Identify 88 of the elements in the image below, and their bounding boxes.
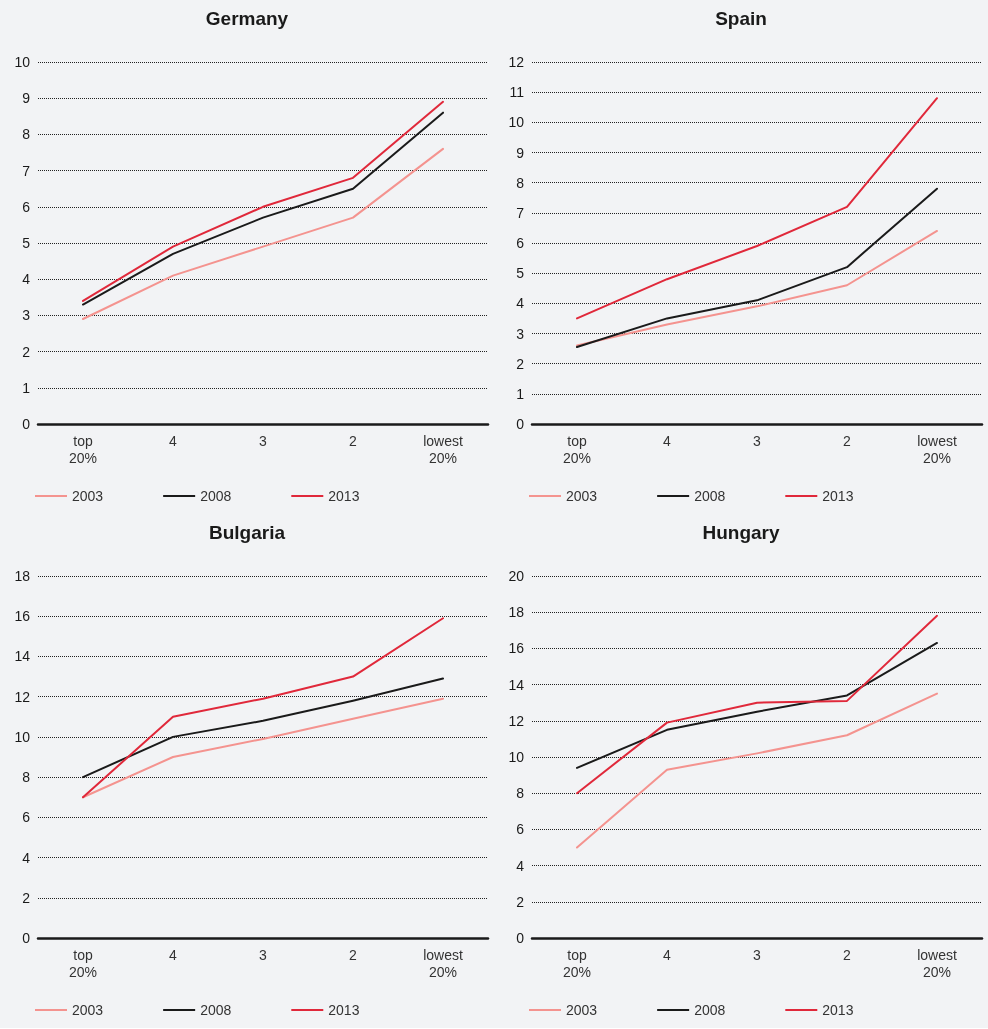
legend-label: 2003 <box>566 1002 598 1018</box>
y-tick-label: 11 <box>509 84 525 101</box>
y-tick-label: 6 <box>22 809 31 826</box>
chart-title: Germany <box>205 8 289 29</box>
x-tick-label: 4 <box>663 432 672 449</box>
legend-label: 2003 <box>566 488 598 504</box>
y-tick-label: 6 <box>516 821 525 838</box>
y-tick-label: 12 <box>14 688 31 705</box>
legend-label: 2008 <box>694 1002 726 1018</box>
y-tick-label: 7 <box>516 204 525 221</box>
y-tick-label: 10 <box>508 114 525 131</box>
y-tick-label: 14 <box>508 676 525 693</box>
chart-title: Hungary <box>702 522 780 543</box>
y-tick-label: 4 <box>22 271 31 288</box>
x-tick-label: lowest 20% <box>917 432 957 466</box>
x-tick-label: 3 <box>259 432 268 449</box>
y-tick-label: 0 <box>22 416 31 432</box>
x-tick-label: top 20% <box>68 432 98 466</box>
x-tick-label: 2 <box>349 946 358 963</box>
line-series <box>576 692 938 849</box>
y-tick-label: 4 <box>22 849 31 866</box>
y-tick-label: 2 <box>22 343 31 360</box>
x-tick-label: top 20% <box>68 946 98 980</box>
y-tick-label: 12 <box>508 54 525 70</box>
x-tick-label: 2 <box>843 946 852 963</box>
y-tick-label: 16 <box>14 608 31 625</box>
y-tick-label: 0 <box>22 930 31 946</box>
x-tick-label: 4 <box>169 432 178 449</box>
x-tick-label: 2 <box>349 432 358 449</box>
y-tick-label: 7 <box>22 162 31 179</box>
x-tick-label: 3 <box>259 946 268 963</box>
y-tick-label: 16 <box>508 640 525 657</box>
line-series <box>576 97 938 320</box>
line-series <box>576 229 938 347</box>
y-tick-label: 1 <box>22 379 31 396</box>
legend-label: 2008 <box>694 488 726 504</box>
y-tick-label: 8 <box>22 126 31 143</box>
legend-label: 2013 <box>822 488 854 504</box>
legend-label: 2013 <box>328 488 360 504</box>
x-tick-label: 3 <box>753 432 762 449</box>
line-series <box>82 617 444 799</box>
y-tick-label: 5 <box>516 265 525 282</box>
line-series <box>82 697 444 799</box>
y-tick-label: 8 <box>22 769 31 786</box>
y-tick-label: 3 <box>516 325 525 342</box>
x-tick-label: lowest 20% <box>423 432 463 466</box>
x-tick-label: lowest 20% <box>917 946 957 980</box>
x-tick-label: 4 <box>169 946 178 963</box>
chart-title: Bulgaria <box>208 522 286 543</box>
y-tick-label: 14 <box>14 648 31 665</box>
legend-label: 2003 <box>72 1002 104 1018</box>
x-tick-label: 3 <box>753 946 762 963</box>
chart-title: Spain <box>715 8 767 29</box>
y-tick-label: 10 <box>14 728 31 745</box>
y-tick-label: 8 <box>516 785 525 802</box>
y-tick-label: 3 <box>22 307 31 324</box>
y-tick-label: 8 <box>516 174 525 191</box>
y-tick-label: 4 <box>516 295 525 312</box>
line-series <box>576 614 938 795</box>
legend-label: 2008 <box>200 1002 232 1018</box>
y-tick-label: 2 <box>516 355 525 372</box>
x-tick-label: 4 <box>663 946 672 963</box>
y-tick-label: 18 <box>14 568 31 584</box>
line-series <box>82 147 444 321</box>
y-tick-label: 18 <box>508 604 525 621</box>
y-tick-label: 2 <box>22 889 31 906</box>
x-tick-label: top 20% <box>562 946 592 980</box>
legend-label: 2013 <box>822 1002 854 1018</box>
x-tick-label: top 20% <box>562 432 592 466</box>
y-tick-label: 10 <box>508 749 525 765</box>
y-tick-label: 12 <box>508 712 525 729</box>
y-tick-label: 10 <box>14 54 31 70</box>
y-tick-label: 6 <box>22 198 31 215</box>
y-tick-label: 1 <box>516 385 525 402</box>
y-tick-label: 4 <box>516 857 525 874</box>
x-tick-label: lowest 20% <box>423 946 463 980</box>
y-tick-label: 5 <box>22 235 31 251</box>
legend-label: 2008 <box>200 488 232 504</box>
y-tick-label: 0 <box>516 416 525 432</box>
y-tick-label: 9 <box>22 90 31 107</box>
y-tick-label: 20 <box>508 568 525 584</box>
legend-label: 2003 <box>72 488 104 504</box>
y-tick-label: 6 <box>516 235 525 251</box>
legend-label: 2013 <box>328 1002 360 1018</box>
y-tick-label: 2 <box>516 893 525 910</box>
y-tick-label: 0 <box>516 930 525 946</box>
y-tick-label: 9 <box>516 144 525 161</box>
x-tick-label: 2 <box>843 432 852 449</box>
